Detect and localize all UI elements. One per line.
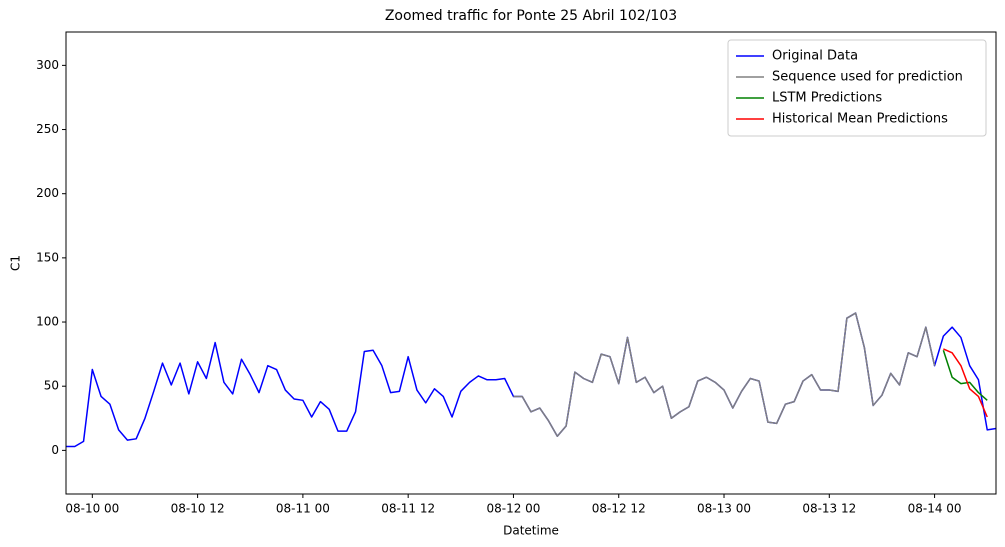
- series-line: [513, 312, 936, 437]
- x-tick-label: 08-10 00: [65, 502, 119, 516]
- y-tick-label: 150: [36, 250, 59, 264]
- y-axis-label: C1: [9, 255, 23, 271]
- x-tick-label: 08-11 00: [276, 502, 330, 516]
- x-tick-label: 08-13 12: [802, 502, 856, 516]
- legend-label: LSTM Predictions: [772, 91, 882, 106]
- x-tick-label: 08-11 12: [381, 502, 435, 516]
- x-tick-label: 08-13 00: [697, 502, 751, 516]
- series-line: [943, 348, 988, 418]
- legend-label: Original Data: [772, 49, 858, 64]
- plot-frame: [65, 31, 997, 495]
- y-tick-label: 300: [36, 58, 59, 72]
- x-tick-label: 08-12 12: [592, 502, 646, 516]
- chart-title: Zoomed traffic for Ponte 25 Abril 102/10…: [385, 8, 677, 24]
- series-line: [66, 312, 997, 448]
- legend-box: [727, 39, 987, 137]
- x-tick-label: 08-14 00: [908, 502, 962, 516]
- y-tick-label: 50: [44, 379, 59, 393]
- x-tick-label: 08-10 12: [171, 502, 225, 516]
- y-tick-label: 200: [36, 186, 59, 200]
- y-tick-label: 100: [36, 315, 59, 329]
- x-tick-label: 08-12 00: [486, 502, 540, 516]
- legend-label: Historical Mean Predictions: [772, 112, 948, 127]
- legend: Original Data Sequence used for predictio…: [727, 39, 987, 137]
- y-tick-label: 250: [36, 122, 59, 136]
- y-tick-label: 0: [51, 443, 59, 457]
- x-axis-label: Datetime: [503, 524, 559, 538]
- legend-label: Sequence used for prediction: [772, 70, 963, 85]
- series-line: [942, 350, 988, 401]
